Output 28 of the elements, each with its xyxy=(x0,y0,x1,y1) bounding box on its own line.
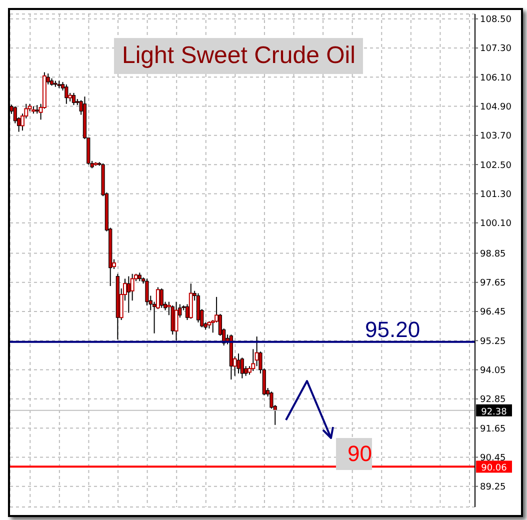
candlestick xyxy=(72,92,76,106)
y-tick-label: 107.30 xyxy=(480,44,512,54)
y-tick-label: 102.50 xyxy=(480,160,512,171)
y-tick-label: 95.25 xyxy=(480,336,506,347)
candlestick xyxy=(64,84,68,104)
y-tick-label: 89.25 xyxy=(480,482,506,493)
ref-line-label: 90.06 xyxy=(481,464,508,474)
y-tick-label: 106.10 xyxy=(480,73,512,84)
y-tick-label: 92.85 xyxy=(480,395,506,406)
y-tick-label: 98.85 xyxy=(480,249,506,260)
candlestick xyxy=(240,357,244,379)
y-tick-label: 100.10 xyxy=(480,219,512,230)
y-tick-label: 108.50 xyxy=(480,15,512,26)
y-tick-label: 104.90 xyxy=(480,102,512,112)
y-tick-label: 96.45 xyxy=(480,308,506,318)
y-tick-label: 101.30 xyxy=(480,190,512,200)
text: Light Sweet Crude Oil xyxy=(114,38,364,74)
candlestick xyxy=(174,301,178,342)
annotation: 90 xyxy=(336,438,372,470)
y-tick-label: 103.70 xyxy=(480,132,512,142)
candlestick xyxy=(160,288,164,308)
y-tick-label: 97.65 xyxy=(480,278,506,289)
y-tick-label: 91.65 xyxy=(480,424,506,434)
ref-line-label: 92.38 xyxy=(481,407,508,418)
candlestick xyxy=(126,276,130,314)
candlestick xyxy=(236,353,240,374)
y-tick-label: 94.05 xyxy=(480,366,506,376)
ref-line-label: 95.20 xyxy=(365,316,420,342)
